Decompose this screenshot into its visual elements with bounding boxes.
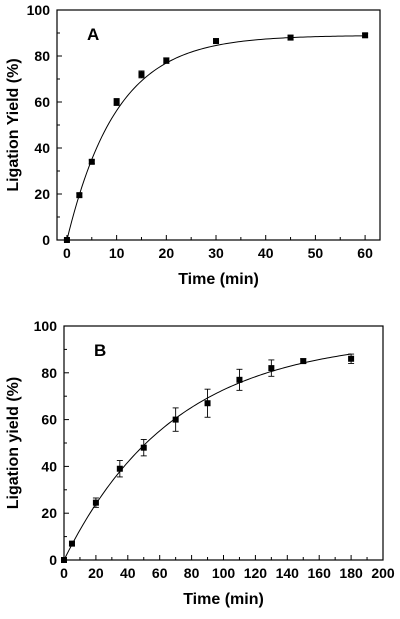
data-point — [116, 465, 123, 472]
x-tick-label: 100 — [212, 565, 236, 581]
panel-label: B — [94, 341, 106, 360]
y-tick-label: 20 — [34, 186, 50, 202]
x-axis-label: Time (min) — [178, 271, 259, 288]
x-tick-label: 50 — [308, 245, 324, 261]
data-point — [213, 38, 220, 45]
data-point — [63, 237, 70, 243]
y-tick-label: 40 — [41, 458, 57, 474]
data-point — [204, 400, 211, 407]
x-tick-label: 60 — [357, 245, 373, 261]
chart-panel-b: 0 20 40 60 80 100 120 140 160 180 200 0 20 40 60 80 100 T… — [5, 318, 395, 608]
data-point — [113, 99, 120, 105]
data-point — [138, 71, 145, 78]
x-tick-label: 30 — [208, 245, 224, 261]
x-tick-label: 140 — [276, 565, 300, 581]
fit-curve — [66, 35, 366, 241]
x-tick-label: 0 — [63, 245, 71, 261]
y-tick-label: 80 — [41, 365, 57, 381]
x-tick-label: 120 — [244, 565, 268, 581]
y-tick-label: 100 — [27, 2, 51, 18]
data-point — [362, 32, 369, 39]
y-tick-label: 80 — [34, 48, 50, 64]
y-tick-label: 100 — [34, 318, 58, 334]
data-point — [268, 365, 275, 372]
x-tick-label: 20 — [159, 245, 175, 261]
x-tick-label: 10 — [109, 245, 125, 261]
chart-panel-a: 0 10 20 30 40 50 60 0 20 40 60 80 100 Time (min) Ligat… — [5, 2, 381, 288]
data-point — [140, 444, 147, 451]
x-tick-label: 0 — [60, 565, 68, 581]
y-tick-label: 60 — [34, 94, 50, 110]
x-axis-label: Time (min) — [183, 591, 264, 608]
x-tick-label: 180 — [339, 565, 363, 581]
x-tick-label: 40 — [258, 245, 274, 261]
y-tick-label: 0 — [42, 232, 50, 248]
data-point — [172, 416, 179, 423]
data-point — [76, 192, 83, 199]
y-axis-label: Ligation yield (%) — [5, 377, 22, 509]
x-tick-label: 160 — [308, 565, 332, 581]
data-point — [300, 358, 307, 365]
y-tick-label: 40 — [34, 140, 50, 156]
data-point — [236, 376, 243, 383]
data-point — [163, 57, 170, 64]
data-point — [92, 499, 99, 506]
fit-curve — [63, 353, 352, 561]
x-tick-label: 200 — [371, 565, 395, 581]
data-point — [68, 540, 75, 547]
x-tick-label: 60 — [152, 565, 168, 581]
x-tick-label: 80 — [184, 565, 200, 581]
data-point — [88, 158, 95, 165]
x-tick-label: 20 — [88, 565, 104, 581]
panel-label: A — [87, 25, 99, 44]
y-tick-label: 60 — [41, 412, 57, 428]
y-tick-label: 20 — [41, 505, 57, 521]
y-tick-label: 0 — [49, 552, 57, 568]
x-tick-label: 40 — [120, 565, 136, 581]
data-point — [287, 34, 294, 41]
plot-area-frame — [63, 325, 384, 561]
data-point — [61, 557, 67, 563]
y-axis-label: Ligation Yield (%) — [5, 58, 22, 191]
data-point — [348, 355, 355, 362]
